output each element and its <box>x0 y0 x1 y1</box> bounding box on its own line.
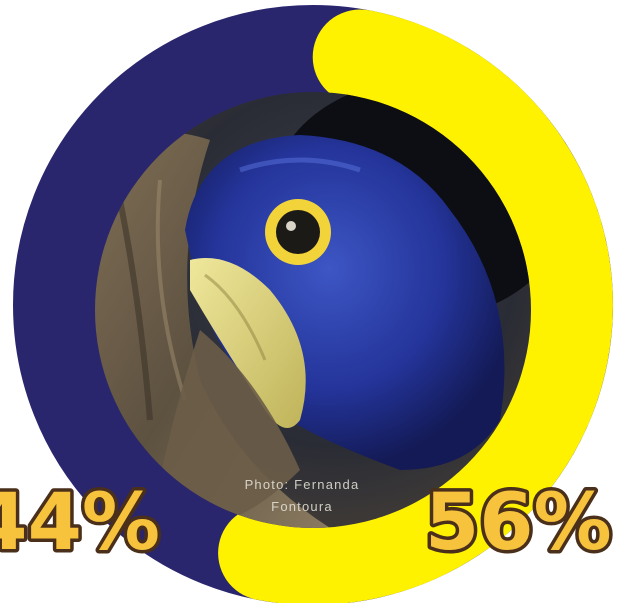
photo-credit-line1: Photo: Fernanda <box>245 477 360 492</box>
donut-slices <box>13 5 613 603</box>
slice-label-56: 56% <box>425 478 612 568</box>
slice-label-44: 44% <box>0 478 160 568</box>
slice-56 <box>218 9 613 603</box>
photo-credit-line2: Fontoura <box>271 499 333 514</box>
hyacinth-macaw-photo: Photo: Fernanda Fontoura <box>95 92 531 528</box>
